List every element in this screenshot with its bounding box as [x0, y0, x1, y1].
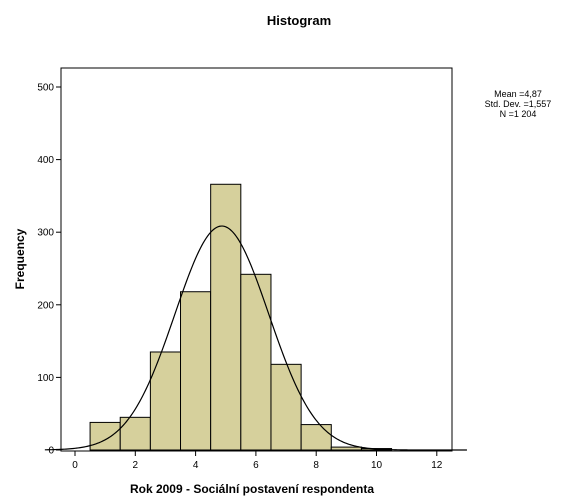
x-tick-label-8: 8: [313, 460, 319, 471]
stats-box: Mean =4,87 Std. Dev. =1,557 N =1 204: [485, 89, 552, 119]
x-tick-label-12: 12: [431, 460, 443, 471]
histogram-bar-3: [149, 351, 182, 451]
x-axis-label: Rok 2009 - Sociální postavení respondent…: [130, 482, 374, 496]
y-tick-label-300: 300: [37, 228, 54, 239]
x-tick-label-10: 10: [371, 460, 383, 471]
stat-mean: Mean =4,87: [494, 89, 542, 99]
x-tick-label-0: 0: [72, 460, 78, 471]
stat-n: N =1 204: [500, 109, 537, 119]
histogram-bar-8: [300, 424, 332, 451]
y-tick-label-0: 0: [48, 446, 54, 457]
histogram-bar-5: [210, 183, 242, 451]
x-tick-label-6: 6: [253, 460, 259, 471]
normal-curve: [44, 225, 467, 451]
histogram-bar-6: [240, 273, 272, 451]
y-axis: 0 100 200 300 400 500: [37, 83, 61, 457]
histogram-bar-9: [330, 446, 362, 451]
y-tick-label-500: 500: [37, 83, 54, 94]
x-tick-label-4: 4: [193, 460, 199, 471]
x-axis: 0 2 4 6 8 10 12: [72, 451, 443, 471]
x-tick-label-2: 2: [133, 460, 139, 471]
histogram-bar-1: [89, 421, 121, 451]
chart-title: Histogram: [267, 13, 331, 28]
y-axis-label: Frequency: [13, 228, 27, 289]
stat-std-dev: Std. Dev. =1,557: [485, 99, 552, 109]
y-tick-label-400: 400: [37, 155, 54, 166]
y-tick-label-200: 200: [37, 300, 54, 311]
histogram-bar-2: [119, 416, 151, 451]
y-tick-label-100: 100: [37, 373, 54, 384]
histogram-bar-7: [270, 363, 302, 451]
histogram-bar-4: [180, 291, 212, 451]
